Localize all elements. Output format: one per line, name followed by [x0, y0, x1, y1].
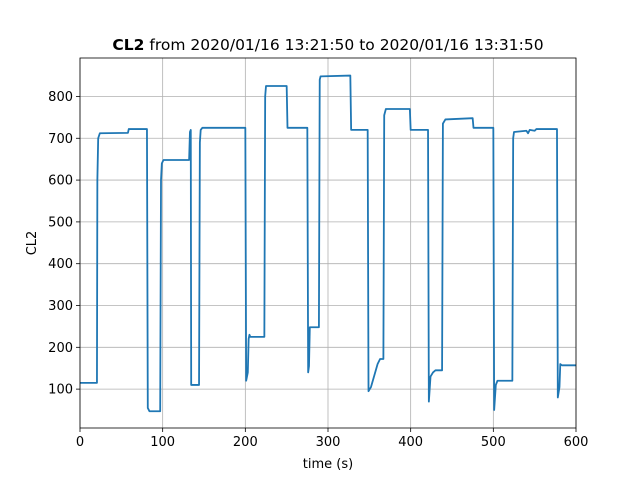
x-axis-label: time (s) — [303, 457, 353, 472]
x-tick-label: 200 — [233, 435, 258, 450]
x-tick-label: 0 — [76, 435, 84, 450]
y-tick-label: 300 — [48, 299, 73, 314]
y-axis-label: CL2 — [25, 231, 40, 256]
y-tick-label: 600 — [48, 174, 73, 189]
title-rest: from 2020/01/16 13:21:50 to 2020/01/16 1… — [149, 36, 543, 54]
y-tick-label: 800 — [48, 90, 73, 105]
x-tick-label: 500 — [481, 435, 506, 450]
y-tick-label: 400 — [48, 257, 73, 272]
x-tick-label: 600 — [564, 435, 589, 450]
data-line — [80, 74, 576, 413]
y-tick-label: 100 — [48, 383, 73, 398]
y-tick-label: 200 — [48, 341, 73, 356]
y-tick-label: 700 — [48, 132, 73, 147]
x-tick-label: 100 — [150, 435, 175, 450]
chart-title: CL2 from 2020/01/16 13:21:50 to 2020/01/… — [112, 36, 543, 54]
title-bold: CL2 — [112, 36, 144, 54]
axes-frame — [79, 57, 577, 429]
x-tick-label: 300 — [316, 435, 341, 450]
x-tick-label: 400 — [398, 435, 423, 450]
y-tick-label: 500 — [48, 215, 73, 230]
